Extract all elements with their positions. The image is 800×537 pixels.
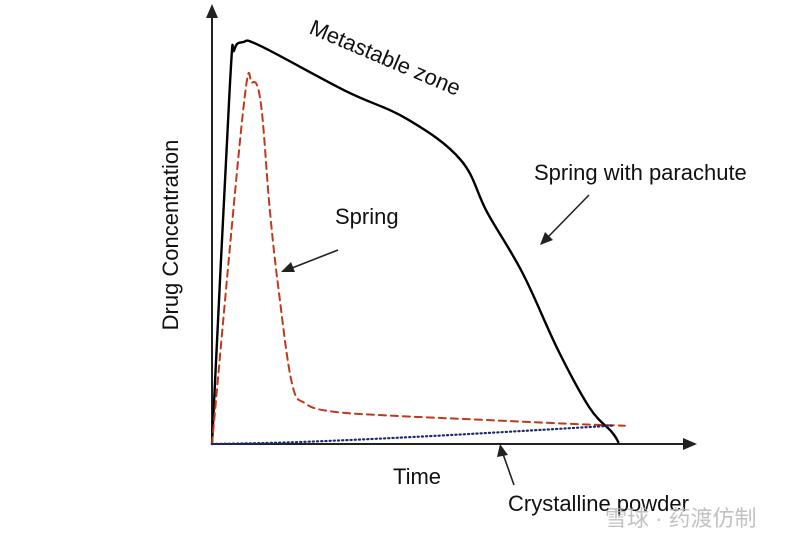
series-spring bbox=[211, 71, 626, 445]
watermark-text: 雪球 · 药渡仿制 bbox=[605, 506, 757, 531]
annotation-parachute-arrow-line bbox=[548, 194, 590, 237]
annotation-parachute-arrowhead bbox=[540, 232, 553, 245]
annotation-spring: Spring bbox=[335, 204, 399, 229]
annotation-crystalline-arrow-line bbox=[502, 453, 515, 486]
x-axis-arrowhead bbox=[683, 438, 697, 450]
series-spring-with-parachute bbox=[210, 39, 620, 446]
y-axis-arrowhead bbox=[206, 4, 218, 18]
annotation-spring-with-parachute: Spring with parachute bbox=[534, 160, 747, 185]
axes bbox=[206, 4, 697, 450]
annotation-metastable-zone: Metastable zone bbox=[306, 15, 464, 101]
annotation-crystalline-arrowhead bbox=[497, 444, 508, 457]
x-axis-label: Time bbox=[393, 464, 441, 489]
annotation-spring-arrowhead bbox=[281, 262, 295, 272]
y-axis-label: Drug Concentration bbox=[158, 140, 183, 331]
annotation-crystalline-powder: Crystalline powder bbox=[508, 491, 689, 516]
series-layer bbox=[210, 39, 626, 446]
annotation-spring-arrow-line bbox=[291, 249, 339, 269]
series-crystalline-powder bbox=[210, 424, 613, 446]
